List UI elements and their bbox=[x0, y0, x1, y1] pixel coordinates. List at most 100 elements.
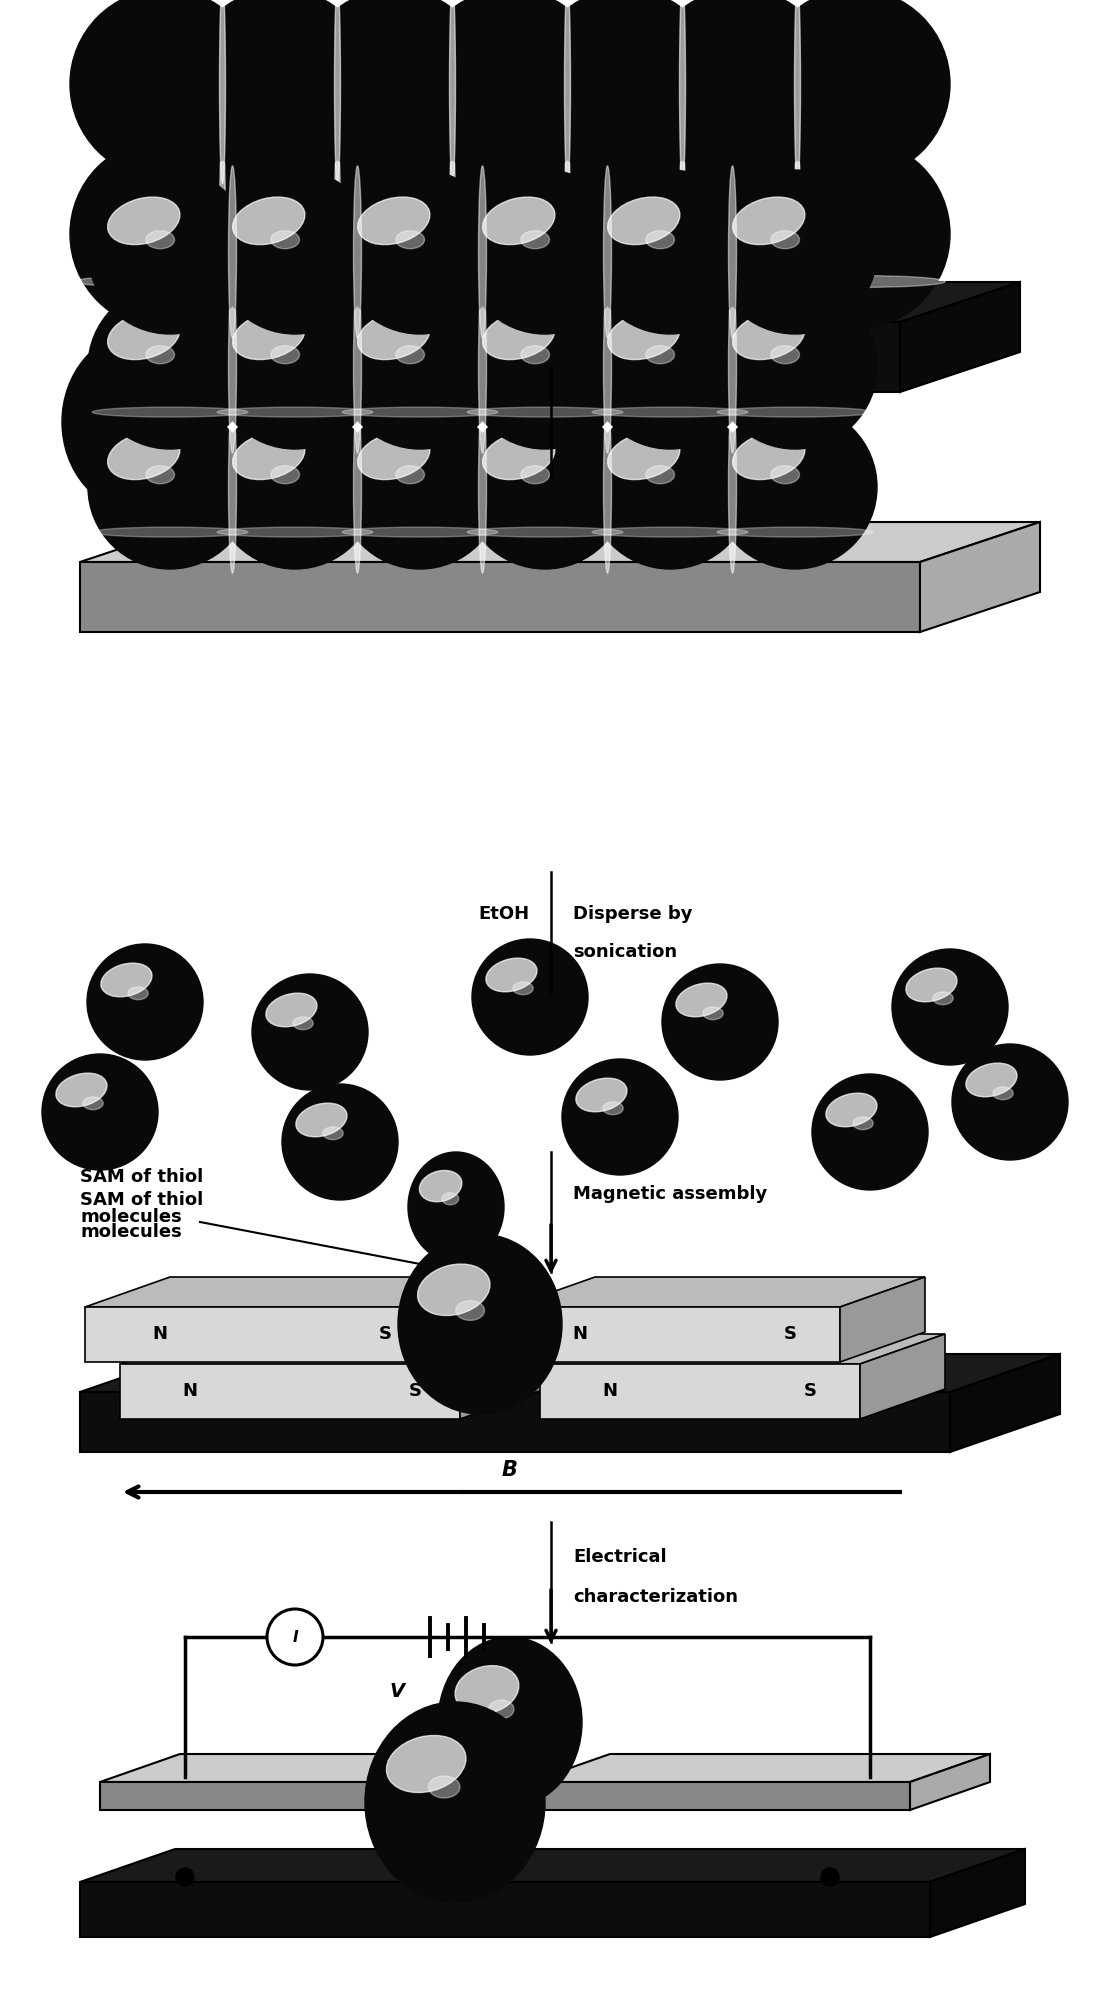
Ellipse shape bbox=[396, 465, 424, 483]
Ellipse shape bbox=[676, 984, 727, 1016]
Ellipse shape bbox=[233, 433, 305, 479]
Ellipse shape bbox=[305, 276, 485, 288]
Text: V: V bbox=[389, 1682, 404, 1700]
Ellipse shape bbox=[993, 1086, 1013, 1101]
Ellipse shape bbox=[88, 169, 252, 334]
Ellipse shape bbox=[88, 404, 252, 569]
Text: N: N bbox=[603, 1382, 617, 1400]
Ellipse shape bbox=[342, 406, 498, 416]
Ellipse shape bbox=[607, 312, 680, 360]
Text: N: N bbox=[183, 1382, 197, 1400]
Ellipse shape bbox=[217, 527, 372, 537]
Ellipse shape bbox=[576, 1078, 627, 1113]
Text: S: S bbox=[378, 1326, 391, 1342]
Text: and Au: and Au bbox=[573, 435, 644, 453]
Ellipse shape bbox=[338, 404, 503, 569]
Polygon shape bbox=[530, 1754, 990, 1783]
Ellipse shape bbox=[592, 527, 748, 537]
Ellipse shape bbox=[354, 165, 361, 338]
Polygon shape bbox=[85, 1278, 520, 1308]
Text: diameter: diameter bbox=[258, 435, 349, 453]
Ellipse shape bbox=[88, 286, 252, 449]
Ellipse shape bbox=[293, 1016, 313, 1030]
Polygon shape bbox=[900, 282, 1020, 392]
Ellipse shape bbox=[233, 197, 305, 245]
Ellipse shape bbox=[300, 0, 490, 179]
Ellipse shape bbox=[534, 276, 715, 288]
Ellipse shape bbox=[442, 1193, 458, 1205]
Ellipse shape bbox=[733, 197, 804, 245]
Polygon shape bbox=[80, 1849, 1025, 1881]
Polygon shape bbox=[120, 1334, 545, 1364]
Ellipse shape bbox=[420, 1171, 462, 1201]
Text: Evaporation of Ni: Evaporation of Ni bbox=[573, 394, 748, 412]
Text: Magnetic assembly: Magnetic assembly bbox=[573, 1185, 767, 1203]
Ellipse shape bbox=[463, 169, 627, 334]
Ellipse shape bbox=[87, 944, 203, 1060]
Ellipse shape bbox=[588, 286, 752, 449]
Ellipse shape bbox=[213, 404, 377, 569]
Ellipse shape bbox=[62, 332, 218, 511]
Ellipse shape bbox=[145, 346, 174, 364]
Text: Silica 1.5 μm: Silica 1.5 μm bbox=[258, 394, 388, 412]
Ellipse shape bbox=[450, 0, 455, 183]
Ellipse shape bbox=[662, 964, 778, 1080]
Ellipse shape bbox=[512, 982, 533, 994]
Ellipse shape bbox=[564, 135, 571, 334]
Ellipse shape bbox=[467, 406, 623, 416]
Ellipse shape bbox=[213, 169, 377, 334]
Ellipse shape bbox=[71, 0, 260, 179]
Ellipse shape bbox=[728, 165, 736, 338]
Ellipse shape bbox=[717, 527, 873, 537]
Ellipse shape bbox=[645, 139, 835, 330]
Ellipse shape bbox=[145, 465, 174, 483]
Polygon shape bbox=[120, 1364, 460, 1418]
Ellipse shape bbox=[760, 139, 950, 330]
Ellipse shape bbox=[770, 465, 800, 483]
Ellipse shape bbox=[463, 286, 627, 449]
Ellipse shape bbox=[604, 400, 612, 573]
Polygon shape bbox=[540, 1364, 860, 1418]
Ellipse shape bbox=[418, 1264, 490, 1316]
Ellipse shape bbox=[713, 286, 877, 449]
Ellipse shape bbox=[564, 0, 571, 183]
Polygon shape bbox=[460, 1334, 545, 1418]
Ellipse shape bbox=[185, 139, 375, 330]
Circle shape bbox=[267, 1610, 323, 1666]
Ellipse shape bbox=[338, 169, 503, 334]
Ellipse shape bbox=[604, 165, 612, 338]
Polygon shape bbox=[930, 1849, 1025, 1938]
Ellipse shape bbox=[387, 1736, 466, 1793]
Ellipse shape bbox=[108, 433, 180, 479]
Ellipse shape bbox=[271, 231, 300, 249]
Ellipse shape bbox=[338, 286, 503, 449]
Text: N: N bbox=[573, 1326, 587, 1342]
Ellipse shape bbox=[765, 276, 946, 288]
Ellipse shape bbox=[478, 400, 486, 573]
Ellipse shape bbox=[733, 433, 804, 479]
Text: molecules: molecules bbox=[80, 1207, 182, 1225]
Circle shape bbox=[821, 1867, 839, 1885]
Ellipse shape bbox=[437, 1638, 582, 1807]
Ellipse shape bbox=[717, 406, 873, 416]
Ellipse shape bbox=[101, 964, 152, 996]
Ellipse shape bbox=[354, 282, 361, 453]
Text: molecules: molecules bbox=[80, 1223, 182, 1241]
Ellipse shape bbox=[228, 165, 237, 338]
Polygon shape bbox=[115, 322, 900, 392]
Text: Disperse by: Disperse by bbox=[573, 905, 692, 924]
Polygon shape bbox=[430, 1754, 510, 1811]
Ellipse shape bbox=[108, 197, 180, 245]
Ellipse shape bbox=[467, 527, 623, 537]
Ellipse shape bbox=[455, 1666, 519, 1714]
Polygon shape bbox=[80, 1354, 1060, 1392]
Polygon shape bbox=[950, 1354, 1060, 1453]
Ellipse shape bbox=[604, 282, 612, 453]
Ellipse shape bbox=[892, 950, 1008, 1064]
Polygon shape bbox=[85, 1308, 435, 1362]
Ellipse shape bbox=[190, 276, 370, 288]
Ellipse shape bbox=[760, 0, 950, 179]
Text: EtOH: EtOH bbox=[478, 905, 529, 924]
Ellipse shape bbox=[282, 1084, 398, 1199]
Ellipse shape bbox=[271, 346, 300, 364]
